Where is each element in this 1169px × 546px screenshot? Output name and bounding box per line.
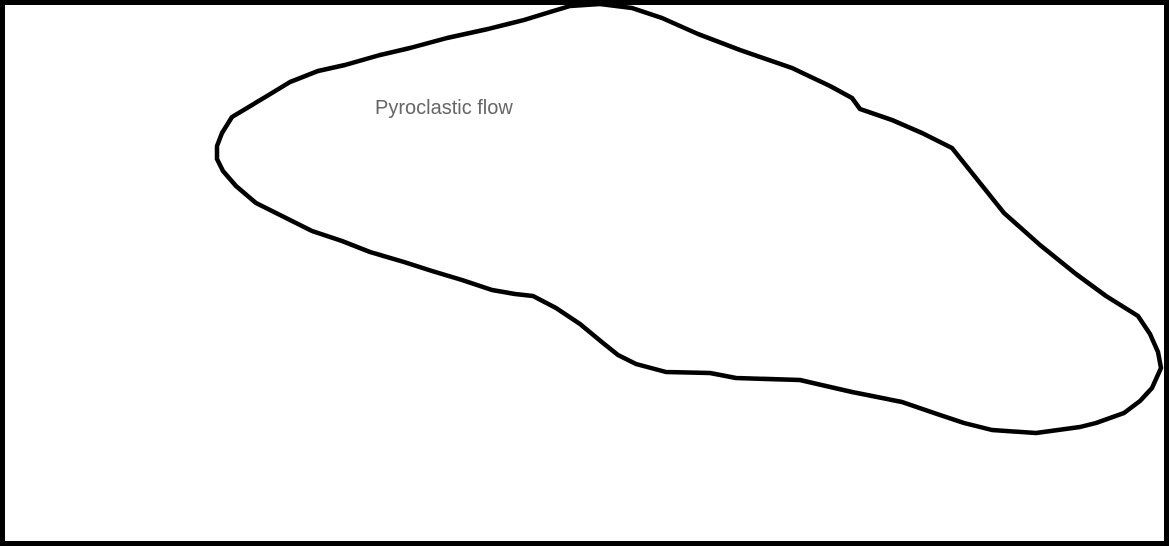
pyroclastic-flow-label: Pyroclastic flow: [375, 97, 513, 119]
pyroclastic-flow-outline: [214, 1, 1164, 436]
